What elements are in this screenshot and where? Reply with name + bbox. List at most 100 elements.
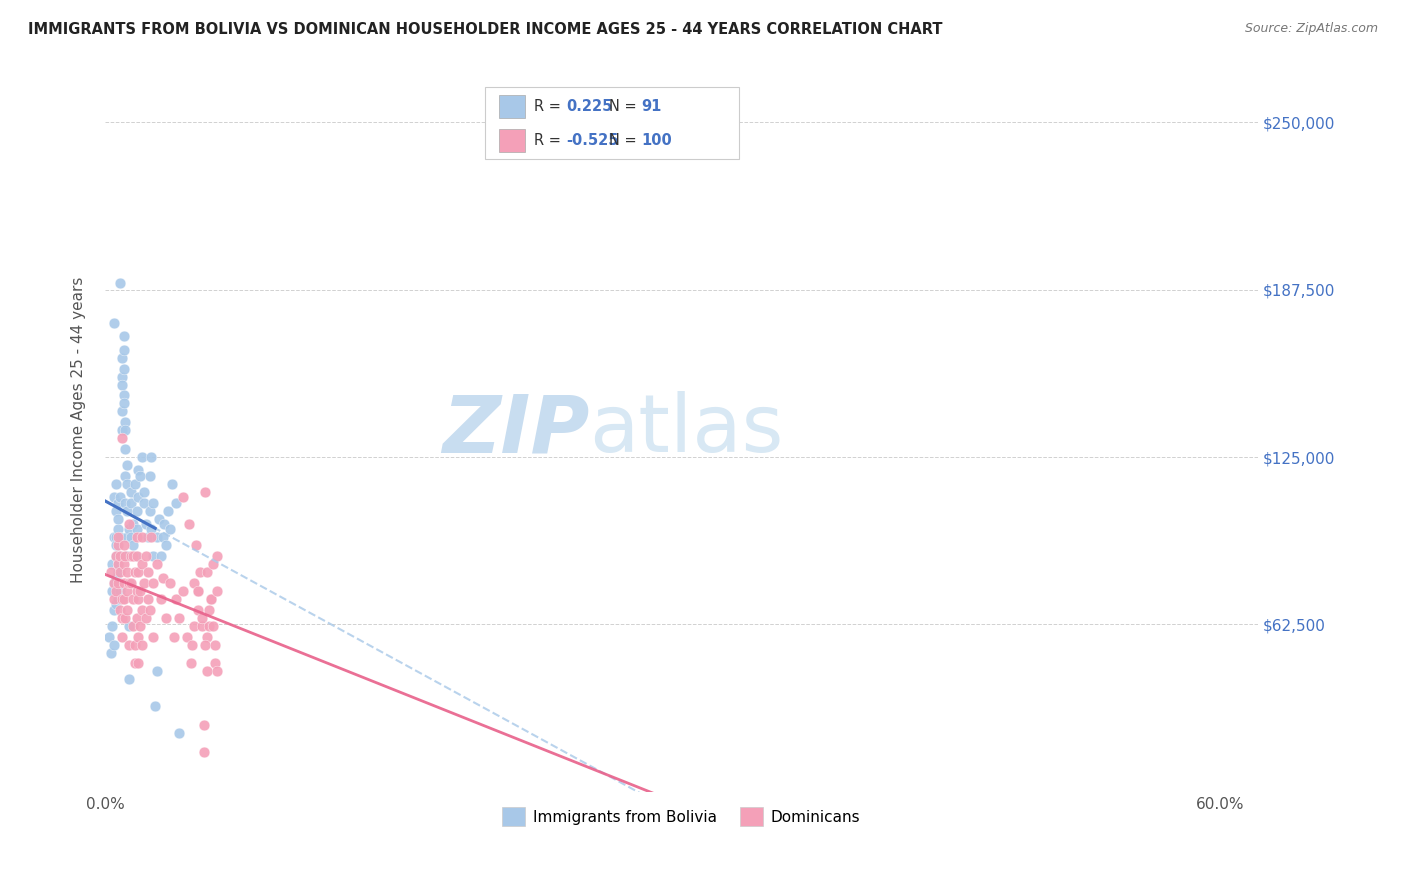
Point: [198, 603, 221, 617]
Point: [112, 592, 135, 607]
Point: [135, 611, 157, 625]
Point: [124, 476, 146, 491]
Point: [136, 530, 159, 544]
Point: [159, 576, 181, 591]
Point: [100, 646, 122, 660]
Point: [112, 576, 135, 591]
Text: 0.225: 0.225: [567, 99, 613, 114]
Point: [103, 530, 125, 544]
Point: [114, 415, 136, 429]
Point: [131, 558, 153, 572]
Point: [193, 718, 215, 732]
Point: [146, 558, 169, 572]
Point: [125, 549, 148, 564]
Point: [187, 603, 209, 617]
Point: [118, 619, 141, 633]
Point: [146, 665, 169, 679]
Point: [118, 673, 141, 687]
Point: [108, 549, 131, 564]
Text: 100: 100: [641, 134, 672, 148]
Point: [112, 361, 135, 376]
Point: [127, 566, 149, 580]
Point: [183, 619, 205, 633]
Point: [105, 598, 128, 612]
Point: [195, 566, 218, 580]
Point: [143, 699, 166, 714]
Point: [127, 463, 149, 477]
Point: [111, 592, 134, 607]
Point: [142, 630, 165, 644]
Text: N =: N =: [609, 99, 641, 114]
Point: [108, 490, 131, 504]
Point: [105, 584, 128, 599]
Point: [105, 503, 128, 517]
Point: [105, 571, 128, 585]
Point: [149, 592, 172, 607]
Point: [105, 476, 128, 491]
Text: IMMIGRANTS FROM BOLIVIA VS DOMINICAN HOUSEHOLDER INCOME AGES 25 - 44 YEARS CORRE: IMMIGRANTS FROM BOLIVIA VS DOMINICAN HOU…: [28, 22, 942, 37]
FancyBboxPatch shape: [499, 95, 524, 119]
Point: [108, 549, 131, 564]
Point: [148, 511, 170, 525]
Point: [138, 503, 160, 517]
Point: [127, 592, 149, 607]
Point: [117, 549, 139, 564]
Point: [125, 611, 148, 625]
Point: [131, 530, 153, 544]
Point: [107, 530, 129, 544]
Point: [135, 516, 157, 531]
Point: [127, 490, 149, 504]
Point: [124, 549, 146, 564]
Point: [120, 495, 142, 509]
Point: [172, 584, 194, 599]
Point: [142, 495, 165, 509]
Point: [117, 530, 139, 544]
Text: Source: ZipAtlas.com: Source: ZipAtlas.com: [1244, 22, 1378, 36]
Point: [103, 638, 125, 652]
Point: [136, 592, 159, 607]
Point: [111, 351, 134, 365]
Point: [187, 584, 209, 599]
Point: [129, 468, 152, 483]
Point: [111, 611, 134, 625]
Point: [114, 495, 136, 509]
FancyBboxPatch shape: [499, 129, 524, 153]
Point: [188, 566, 211, 580]
Point: [152, 530, 174, 544]
Point: [101, 619, 124, 633]
Text: N =: N =: [609, 134, 641, 148]
Point: [111, 630, 134, 644]
Point: [125, 503, 148, 517]
Point: [112, 396, 135, 410]
Point: [111, 404, 134, 418]
Point: [120, 484, 142, 499]
Point: [141, 450, 163, 464]
Point: [125, 522, 148, 536]
Point: [97, 630, 120, 644]
Point: [107, 566, 129, 580]
Point: [122, 549, 145, 564]
Point: [112, 558, 135, 572]
Point: [111, 369, 134, 384]
Point: [129, 584, 152, 599]
Point: [117, 566, 139, 580]
Point: [190, 611, 212, 625]
Point: [157, 503, 180, 517]
Point: [117, 503, 139, 517]
Point: [183, 576, 205, 591]
Point: [118, 638, 141, 652]
Point: [127, 657, 149, 671]
Point: [100, 566, 122, 580]
Point: [201, 558, 224, 572]
Point: [120, 549, 142, 564]
Point: [172, 490, 194, 504]
Point: [112, 388, 135, 402]
Point: [120, 576, 142, 591]
Point: [118, 576, 141, 591]
Point: [122, 592, 145, 607]
Point: [120, 530, 142, 544]
Point: [114, 611, 136, 625]
Point: [163, 630, 186, 644]
Point: [124, 657, 146, 671]
Point: [107, 549, 129, 564]
